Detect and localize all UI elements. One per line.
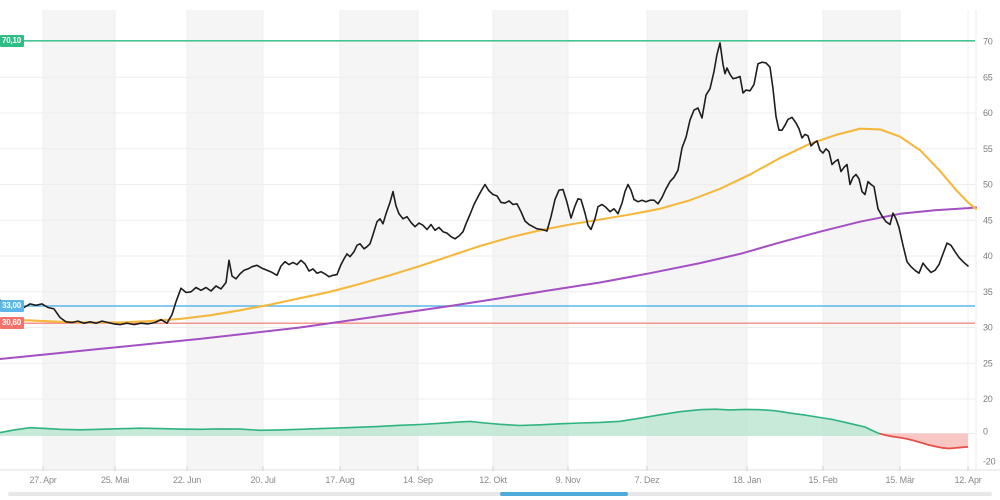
x-tick-label: 27. Apr (29, 475, 56, 485)
x-tick-label: 14. Sep (403, 475, 433, 485)
background-stripe (647, 10, 747, 470)
chart-scrollbar-track[interactable] (8, 492, 992, 496)
background-stripe (43, 10, 115, 470)
background-stripe (187, 10, 263, 470)
y-tick-label: 20 (983, 394, 993, 404)
oscillator-y-tick-label: 0 (983, 427, 988, 437)
background-stripe (340, 10, 418, 470)
x-tick-label: 12. Okt (479, 475, 507, 485)
y-tick-label: 25 (983, 358, 993, 368)
x-tick-label: 15. Mär (885, 475, 914, 485)
x-tick-label: 20. Jul (250, 475, 275, 485)
y-tick-label: 35 (983, 287, 993, 297)
reference-price-badge-mid: 33,00 (0, 300, 25, 312)
chart-scrollbar-thumb[interactable] (500, 492, 628, 496)
oscillator-line-negative (878, 432, 969, 450)
moving-average-slow-line (0, 206, 977, 360)
reference-price-badge-upper: 70,10 (0, 35, 25, 47)
y-tick-label: 40 (983, 251, 993, 261)
reference-price-badge-low: 30,60 (0, 317, 25, 329)
x-tick-label: 9. Nov (556, 475, 582, 485)
x-tick-label: 7. Dez (635, 475, 661, 485)
x-tick-label: 18. Jan (733, 475, 761, 485)
moving-average-fast-line (0, 127, 978, 324)
y-tick-label: 45 (983, 215, 993, 225)
x-tick-label: 15. Feb (808, 475, 837, 485)
y-tick-label: 50 (983, 180, 993, 190)
oscillator-y-tick-label: -20 (983, 457, 996, 467)
x-tick-label: 25. Mai (101, 475, 129, 485)
x-tick-label: 17. Aug (325, 475, 354, 485)
price-line (0, 42, 969, 326)
background-stripe (493, 10, 568, 470)
y-tick-label: 30 (983, 323, 993, 333)
y-tick-label: 55 (983, 144, 993, 154)
oscillator-line-positive (0, 408, 880, 435)
y-tick-label: 70 (983, 37, 993, 47)
y-tick-label: 65 (983, 72, 993, 82)
x-tick-label: 22. Jun (173, 475, 201, 485)
background-stripe (823, 10, 900, 470)
y-tick-label: 60 (983, 108, 993, 118)
x-tick-label: 12. Apr (954, 475, 981, 485)
